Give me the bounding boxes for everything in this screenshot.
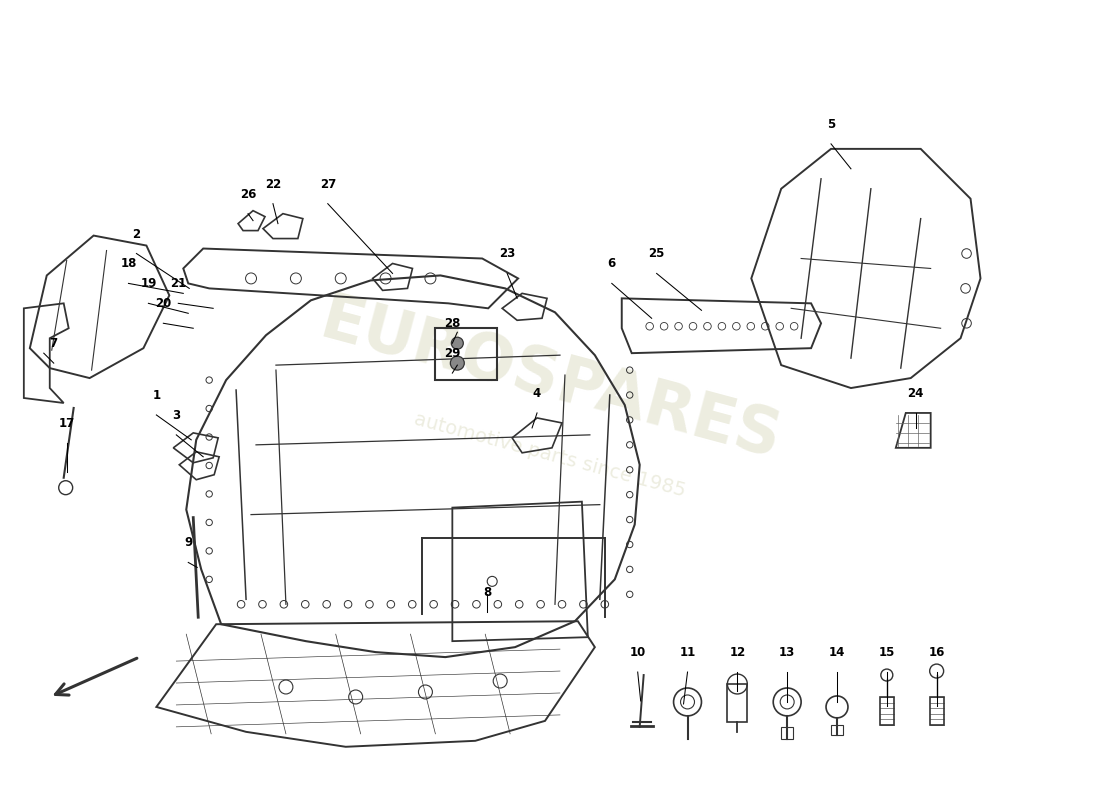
Text: 24: 24 <box>908 387 924 400</box>
Text: 17: 17 <box>58 417 75 430</box>
Text: 25: 25 <box>648 247 664 261</box>
Text: 27: 27 <box>320 178 336 190</box>
Text: 5: 5 <box>827 118 835 131</box>
Text: 12: 12 <box>729 646 746 659</box>
Bar <box>727 684 747 722</box>
Text: 22: 22 <box>265 178 282 190</box>
Text: 1: 1 <box>152 389 161 402</box>
Text: 11: 11 <box>680 646 695 659</box>
Bar <box>830 725 843 735</box>
Text: 18: 18 <box>120 258 136 270</box>
Text: 20: 20 <box>155 298 172 310</box>
Text: 21: 21 <box>170 278 186 290</box>
Text: 14: 14 <box>828 646 845 659</box>
Bar <box>930 697 944 725</box>
Text: 2: 2 <box>132 227 141 241</box>
Text: 7: 7 <box>50 337 58 350</box>
Text: 28: 28 <box>444 318 461 330</box>
Text: 23: 23 <box>499 247 515 261</box>
Text: 29: 29 <box>444 347 461 360</box>
Text: 3: 3 <box>173 409 180 422</box>
Text: 26: 26 <box>240 188 256 201</box>
Text: EUROSPARES: EUROSPARES <box>312 289 788 471</box>
Text: automotive parts since 1985: automotive parts since 1985 <box>412 410 688 500</box>
Text: 10: 10 <box>629 646 646 659</box>
Text: 15: 15 <box>879 646 895 659</box>
Circle shape <box>450 356 464 370</box>
Text: 9: 9 <box>184 537 192 550</box>
Text: 8: 8 <box>483 586 492 599</box>
Text: 4: 4 <box>532 387 541 400</box>
Text: 6: 6 <box>607 258 616 270</box>
Bar <box>781 727 793 739</box>
Text: 13: 13 <box>779 646 795 659</box>
Bar <box>880 697 894 725</box>
Circle shape <box>451 338 463 349</box>
Text: 19: 19 <box>140 278 156 290</box>
Text: 16: 16 <box>928 646 945 659</box>
